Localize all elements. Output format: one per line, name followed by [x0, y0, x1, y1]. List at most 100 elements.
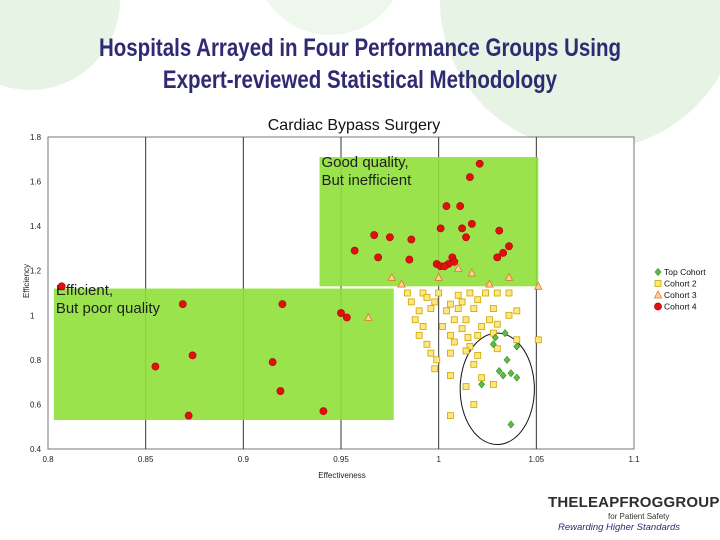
point-cohort-2	[513, 307, 521, 315]
point-cohort-2	[446, 300, 454, 308]
y-tick-labels: 0.4 0.6 0.8 1 1.2 1.4 1.6 1.8	[30, 133, 42, 454]
y-axis-label: Efficiency	[22, 264, 31, 298]
slide-title-line2: Expert-reviewed Statistical Methodology	[162, 66, 558, 94]
point-cohort-2	[478, 374, 486, 382]
point-cohort-2	[462, 383, 470, 391]
point-cohort-3	[387, 272, 397, 281]
legend-label: Cohort 2	[664, 279, 697, 289]
background-circle-top	[266, 0, 394, 35]
point-cohort-2	[419, 323, 427, 330]
point-cohort-2	[446, 412, 454, 419]
slide-title-line1: Hospitals Arrayed in Four Performance Gr…	[98, 34, 622, 62]
point-cohort-2	[450, 316, 458, 324]
point-top-cohort	[513, 373, 521, 382]
point-cohort-4	[442, 202, 451, 210]
legend-marker-top-cohort	[654, 268, 662, 276]
point-cohort-4	[405, 255, 414, 264]
point-cohort-3	[467, 268, 477, 277]
y-tick-label: 1	[30, 311, 35, 320]
point-cohort-2	[446, 372, 454, 379]
point-cohort-4	[456, 202, 465, 210]
y-tick-label: 1.2	[30, 267, 42, 276]
good-quality-region	[319, 157, 539, 287]
x-tick-label: 1.1	[628, 455, 640, 464]
x-tick-label: 0.95	[333, 455, 349, 464]
point-top-cohort	[495, 367, 503, 375]
point-cohort-3	[364, 312, 373, 321]
point-cohort-4	[440, 262, 449, 271]
point-top-cohort	[491, 333, 499, 342]
point-cohort-2	[470, 360, 478, 368]
point-cohort-2	[446, 349, 454, 357]
point-cohort-4	[268, 358, 277, 366]
region-label-line: Good quality,	[321, 154, 408, 171]
point-cohort-4	[466, 173, 474, 182]
point-cohort-2	[431, 365, 439, 373]
point-cohort-2	[493, 345, 501, 353]
point-cohort-2	[407, 298, 415, 306]
point-cohort-4	[188, 351, 197, 360]
point-cohort-4	[450, 257, 459, 266]
point-cohort-4	[337, 309, 345, 317]
point-cohort-2	[464, 334, 472, 341]
y-tick-label: 0.4	[30, 445, 42, 454]
point-cohort-2	[489, 305, 497, 313]
point-cohort-4	[276, 387, 285, 395]
point-cohort-4	[374, 253, 383, 262]
legend-label: Cohort 3	[664, 290, 697, 300]
point-top-cohort	[507, 420, 515, 429]
point-cohort-4	[342, 313, 351, 322]
point-cohort-2	[450, 338, 458, 346]
point-top-cohort	[489, 340, 497, 349]
region-label-line: Efficient,	[56, 282, 113, 299]
point-cohort-4	[57, 282, 66, 291]
x-tick-label: 1	[436, 455, 441, 464]
point-cohort-2	[466, 343, 474, 350]
annotation-layer	[459, 332, 535, 446]
point-cohort-2	[431, 298, 439, 306]
point-cohort-2	[415, 307, 423, 315]
point-cohort-2	[470, 401, 478, 408]
point-cohort-2	[458, 325, 466, 333]
good-quality-label: Good quality, But inefficient	[321, 154, 412, 189]
point-cohort-2	[470, 305, 478, 313]
y-tick-label: 0.6	[30, 400, 42, 409]
point-cohort-4	[493, 253, 502, 262]
point-cohort-2	[454, 291, 462, 299]
x-axis-label: Effectiveness	[318, 471, 365, 480]
point-cohort-4	[319, 407, 328, 416]
data-points	[57, 159, 543, 429]
point-cohort-2	[462, 347, 470, 355]
legend-label: Cohort 4	[664, 302, 697, 312]
point-cohort-4	[467, 220, 476, 228]
point-cohort-4	[278, 300, 287, 309]
logo-subtitle: for Patient Safety	[608, 512, 670, 521]
point-cohort-4	[495, 226, 504, 235]
x-tick-label: 1.05	[529, 455, 545, 464]
legend-label: Top Cohort	[664, 267, 706, 277]
point-top-cohort	[501, 329, 509, 338]
point-cohort-4	[178, 300, 187, 309]
point-cohort-2	[474, 296, 482, 304]
legend-marker-cohort-3	[653, 290, 663, 299]
efficient-region	[53, 288, 394, 421]
point-cohort-3	[453, 263, 463, 272]
point-cohort-4	[370, 231, 379, 239]
y-tick-label: 1.4	[30, 222, 42, 231]
point-cohort-2	[423, 294, 431, 301]
leapfrog-logo: THELEAPFROGGROUP for Patient Safety Rewa…	[540, 494, 719, 538]
point-cohort-4	[462, 233, 470, 242]
point-top-cohort	[499, 371, 507, 380]
y-tick-label: 1.8	[30, 133, 42, 142]
legend-marker-cohort-2	[654, 280, 662, 287]
point-cohort-2	[486, 316, 493, 324]
point-top-cohort	[478, 380, 486, 389]
point-cohort-3	[397, 279, 406, 288]
point-cohort-4	[184, 411, 193, 420]
point-cohort-2	[415, 331, 423, 339]
point-cohort-2	[439, 323, 446, 330]
point-cohort-2	[427, 349, 435, 357]
